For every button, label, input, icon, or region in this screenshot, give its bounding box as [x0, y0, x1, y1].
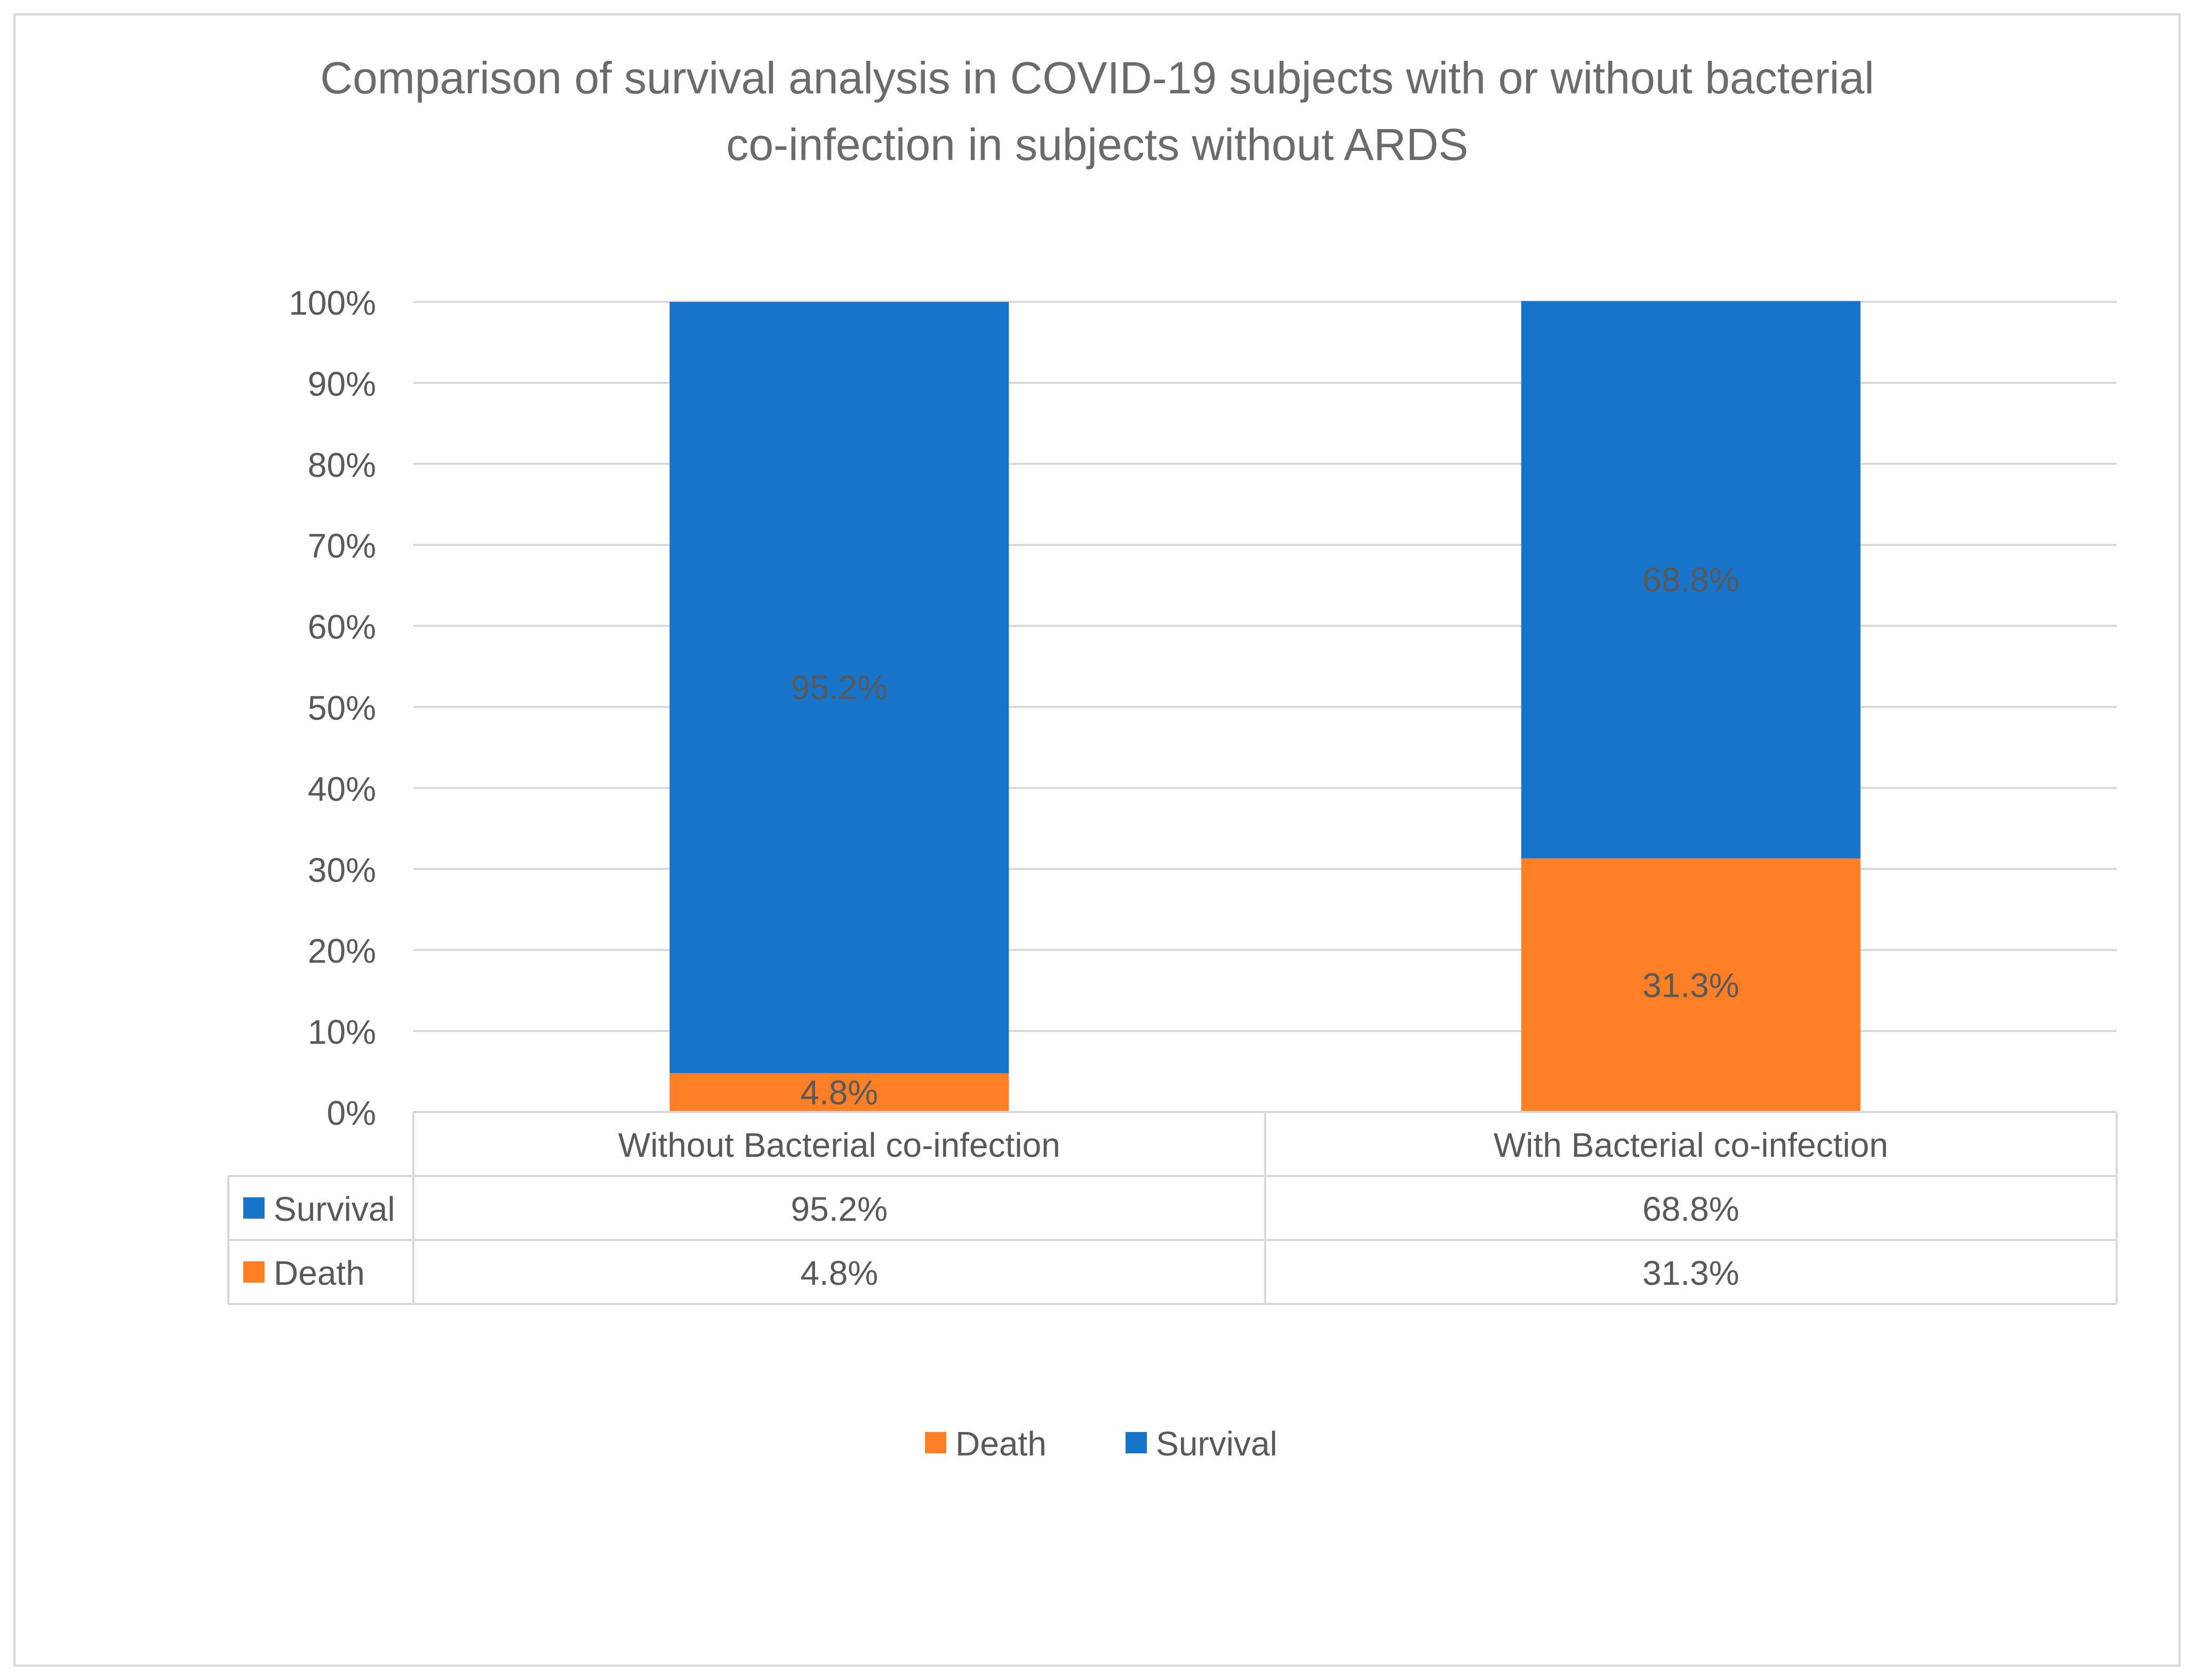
chart-title: Comparison of survival analysis in COVID…	[320, 53, 1874, 170]
table-swatch-death	[243, 1261, 265, 1283]
data-label: 68.8%	[1642, 561, 1739, 599]
table-cell: 68.8%	[1642, 1190, 1739, 1228]
legend-swatch-death	[925, 1432, 946, 1453]
data-table: Without Bacterial co-infection With Bacte…	[227, 1111, 2118, 1305]
table-cell: 4.8%	[800, 1254, 878, 1292]
data-label: 4.8%	[800, 1074, 878, 1112]
table-cell: 31.3%	[1642, 1254, 1739, 1292]
y-tick-label: 60%	[308, 608, 376, 646]
legend-label: Survival	[1156, 1425, 1278, 1463]
bar-survival	[1521, 301, 1861, 859]
chart-title-line-1: Comparison of survival analysis in COVID…	[320, 53, 1874, 103]
y-tick-label: 90%	[308, 365, 376, 403]
data-label: 95.2%	[791, 668, 888, 707]
y-tick-label: 80%	[308, 446, 376, 484]
category-label: With Bacterial co-infection	[1494, 1126, 1888, 1164]
data-label: 31.3%	[1642, 966, 1739, 1004]
table-cell: 95.2%	[791, 1190, 888, 1228]
y-tick-label: 70%	[308, 527, 376, 565]
y-tick-label: 40%	[308, 770, 376, 808]
table-swatch-survival	[243, 1197, 265, 1219]
table-row-label: Death	[274, 1254, 365, 1292]
legend: Death Survival	[925, 1425, 1278, 1463]
chart-title-line-2: co-infection in subjects without ARDS	[726, 119, 1468, 170]
y-axis-ticks: 0% 10% 20% 30% 40% 50% 60% 70% 80% 90% 100%	[289, 284, 376, 1132]
y-tick-label: 10%	[308, 1013, 376, 1051]
category-label: Without Bacterial co-infection	[618, 1126, 1060, 1164]
y-tick-label: 50%	[308, 689, 376, 727]
bar-survival	[669, 302, 1009, 1074]
legend-swatch-survival	[1126, 1432, 1147, 1453]
legend-label: Death	[955, 1425, 1047, 1463]
bar-death	[1521, 858, 1861, 1112]
bar-death	[669, 1073, 1009, 1112]
y-tick-label: 20%	[308, 932, 376, 970]
data-labels: 4.8% 95.2% 31.3% 68.8%	[791, 561, 1740, 1112]
bars	[669, 301, 1861, 1112]
y-tick-label: 30%	[308, 851, 376, 889]
table-row-label: Survival	[274, 1190, 395, 1228]
y-tick-label: 100%	[289, 284, 376, 322]
y-tick-label: 0%	[327, 1094, 377, 1132]
grid-lines	[413, 301, 2117, 1113]
